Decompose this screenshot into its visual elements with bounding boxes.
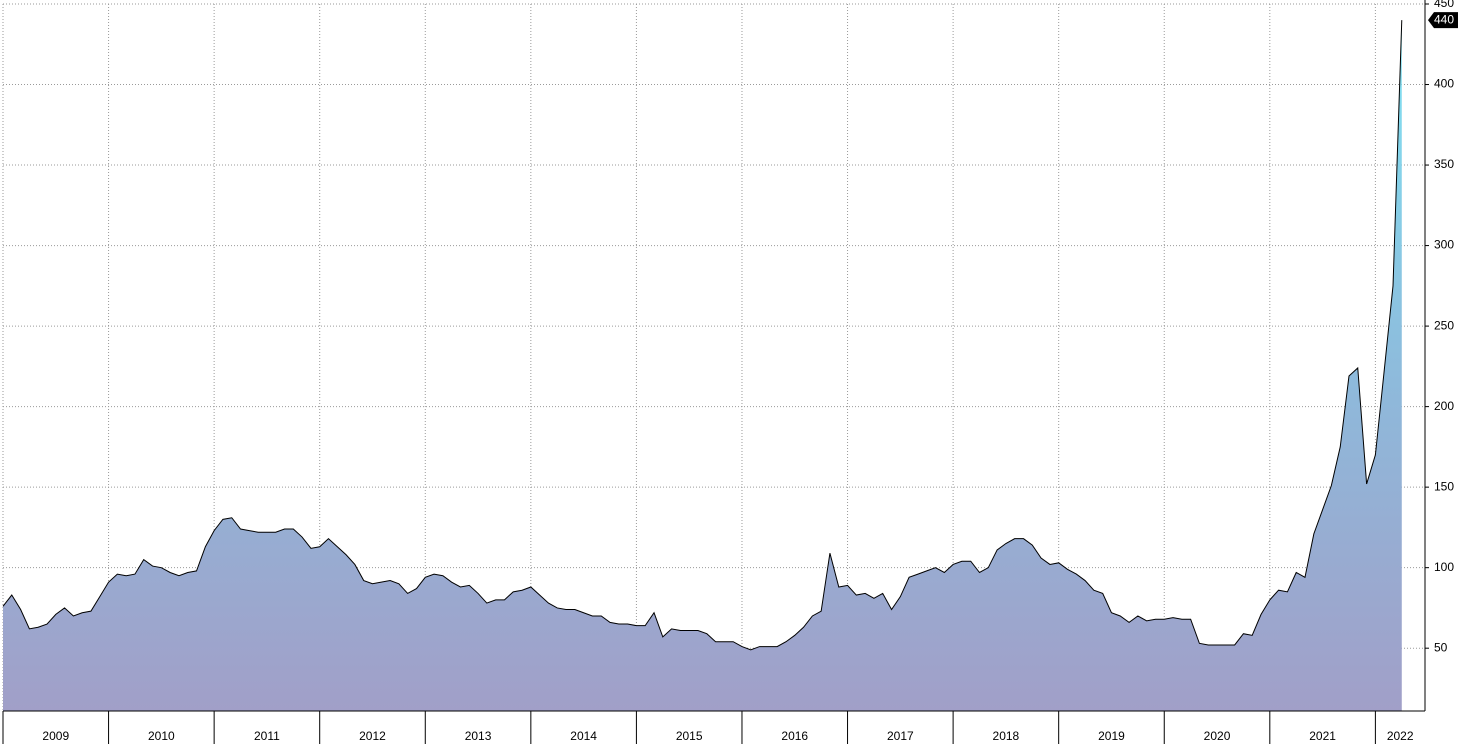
last-value-box <box>1428 12 1458 29</box>
y-tick-label: 300 <box>1434 238 1454 252</box>
x-tick-label: 2018 <box>993 729 1020 743</box>
x-tick-label: 2022 <box>1387 729 1414 743</box>
x-tick-label: 2019 <box>1098 729 1125 743</box>
x-tick-label: 2014 <box>570 729 597 743</box>
x-tick-label: 2017 <box>887 729 914 743</box>
last-value-label: 440 <box>1434 12 1454 26</box>
y-tick-label: 150 <box>1434 479 1454 493</box>
area-line <box>2 20 1403 651</box>
y-tick-label: 200 <box>1434 399 1454 413</box>
x-tick-label: 2016 <box>781 729 808 743</box>
y-tick-label: 350 <box>1434 157 1454 171</box>
y-tick-label: 450 <box>1434 0 1454 10</box>
y-tick-label: 100 <box>1434 560 1454 574</box>
y-tick-label: 250 <box>1434 318 1454 332</box>
x-tick-label: 2011 <box>254 729 280 743</box>
x-tick-label: 2020 <box>1204 729 1231 743</box>
x-tick-label: 2009 <box>42 729 69 743</box>
x-tick-label: 2015 <box>676 729 703 743</box>
area-fill <box>3 20 1402 711</box>
x-tick-label: 2010 <box>148 729 175 743</box>
x-tick-label: 2013 <box>465 729 492 743</box>
y-tick-label: 400 <box>1434 77 1454 91</box>
x-tick-label: 2021 <box>1309 729 1336 743</box>
x-tick-label: 2012 <box>359 729 386 743</box>
y-tick-label: 50 <box>1434 640 1448 654</box>
